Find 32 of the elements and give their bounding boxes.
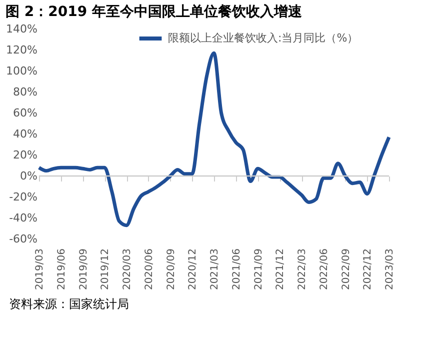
y-tick-label: 40% <box>13 128 38 140</box>
text: 资料来源：国家统计局 <box>9 297 129 311</box>
x-tick-label: 2020/12 <box>188 248 199 290</box>
y-tick-label: 80% <box>13 86 38 98</box>
y-tick-label: -20% <box>9 190 38 204</box>
x-tick-label: 2022/06 <box>318 248 330 290</box>
x-tick-label: 2021/09 <box>253 248 264 290</box>
x-tick-label: 2022/12 <box>362 248 374 290</box>
y-tick-label: 20% <box>13 148 38 162</box>
x-tick-label: 2021/12 <box>275 248 286 290</box>
x-tick-label: 2020/03 <box>122 248 133 290</box>
y-tick-label: 140% <box>6 22 38 36</box>
x-tick-label: 2022/09 <box>340 248 352 290</box>
y-tick-label: 0% <box>20 170 38 182</box>
x-tick-label: 2021/03 <box>210 248 220 290</box>
y-tick-label: 120% <box>6 44 38 56</box>
chart-title: 图 2：2019 年至今中国限上单位餐饮收入增速 <box>6 4 304 20</box>
x-tick-label: 2019/12 <box>100 248 112 290</box>
line-series <box>37 51 391 228</box>
legend-label: 限额以上企业餐饮收入:当月同比（%） <box>168 32 358 44</box>
x-tick-label: 2019/06 <box>56 248 68 290</box>
x-tick-label: 2021/06 <box>231 248 242 290</box>
x-tick-label: 2023/03 <box>384 248 396 290</box>
y-tick-label: 60% <box>13 106 38 120</box>
x-tick-label: 2022/03 <box>297 248 308 290</box>
y-tick-label: -60% <box>9 232 38 246</box>
x-tick-label: 2020/06 <box>144 248 155 290</box>
x-tick-label: 2019/03 <box>34 248 46 290</box>
y-tick-label: 100% <box>6 64 38 78</box>
y-tick-label: -40% <box>9 212 38 224</box>
x-tick-label: 2020/09 <box>166 248 177 290</box>
x-tick-label: 2019/09 <box>78 248 90 290</box>
